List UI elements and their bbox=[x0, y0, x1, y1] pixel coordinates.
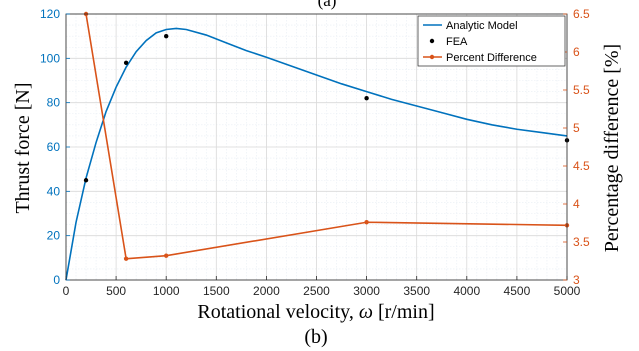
left-y-tick-label: 100 bbox=[40, 51, 60, 65]
percent-difference-point bbox=[364, 220, 369, 225]
x-tick-label: 5000 bbox=[554, 284, 581, 298]
right-y-tick-label: 5 bbox=[573, 121, 580, 135]
legend-fea-label: FEA bbox=[446, 36, 468, 48]
x-tick-label: 2000 bbox=[253, 284, 280, 298]
legend-box bbox=[417, 15, 566, 67]
right-y-tick-label: 3 bbox=[573, 273, 580, 287]
fea-point bbox=[164, 33, 169, 39]
x-tick-label: 3500 bbox=[403, 284, 430, 298]
x-tick-label: 500 bbox=[106, 284, 126, 298]
right-y-axis-label: Percentage difference [%] bbox=[601, 44, 623, 252]
left-y-tick-label: 20 bbox=[47, 229, 61, 243]
left-y-tick-label: 80 bbox=[47, 96, 61, 110]
x-axis-ticks: 0 500 1000 1500 2000 2500 3000 3500 4000 4500 5000 bbox=[63, 276, 581, 298]
fea-point bbox=[83, 178, 89, 183]
percent-difference-point bbox=[123, 256, 129, 261]
legend-fea-marker bbox=[429, 38, 435, 44]
x-axis-label-symbol: ω bbox=[359, 301, 373, 323]
right-y-tick-label: 3.5 bbox=[573, 235, 590, 249]
percent-difference-point bbox=[164, 253, 169, 258]
x-tick-label: 4500 bbox=[504, 284, 531, 298]
legend-pct-marker bbox=[429, 54, 435, 60]
fea-point bbox=[123, 60, 129, 65]
left-y-tick-label: 60 bbox=[47, 140, 61, 154]
left-y-tick-label: 0 bbox=[53, 273, 60, 287]
legend: Analytic Model FEA Percent Difference bbox=[417, 15, 566, 67]
right-y-tick-label: 5.5 bbox=[573, 83, 590, 97]
percent-difference-series bbox=[83, 11, 570, 261]
right-y-axis-ticks: 3 3.5 4 4.5 5 5.5 6 6.5 bbox=[563, 7, 590, 287]
right-y-tick-label: 6.5 bbox=[573, 7, 590, 21]
analytic-model-series bbox=[65, 27, 568, 281]
legend-pct-label: Percent Difference bbox=[446, 52, 537, 64]
analytic-model-line bbox=[65, 27, 568, 281]
left-y-axis-label: Thrust force [N] bbox=[12, 82, 34, 213]
left-y-tick-label: 120 bbox=[40, 7, 60, 21]
fea-point bbox=[364, 96, 369, 101]
legend-analytic-label: Analytic Model bbox=[446, 20, 518, 32]
top-caption: (a) bbox=[318, 0, 337, 10]
bottom-caption: (b) bbox=[304, 326, 327, 348]
x-tick-label: 4000 bbox=[453, 284, 480, 298]
x-tick-label: 3000 bbox=[353, 284, 380, 298]
x-axis-label-text: Rotational velocity, bbox=[197, 301, 358, 323]
x-axis-label: Rotational velocity, ω [r/min] bbox=[197, 301, 434, 323]
fea-series bbox=[83, 33, 570, 183]
x-tick-label: 0 bbox=[63, 284, 70, 298]
right-y-tick-label: 4 bbox=[573, 197, 580, 211]
right-y-tick-label: 6 bbox=[573, 45, 580, 59]
x-axis-label-unit: [r/min] bbox=[373, 301, 435, 323]
x-tick-label: 1000 bbox=[153, 284, 180, 298]
x-tick-label: 1500 bbox=[203, 284, 230, 298]
left-y-axis-ticks: 0 20 40 60 80 100 120 bbox=[40, 7, 70, 287]
left-y-tick-label: 40 bbox=[47, 184, 61, 198]
right-y-tick-label: 4.5 bbox=[573, 159, 590, 173]
x-tick-label: 2500 bbox=[303, 284, 330, 298]
